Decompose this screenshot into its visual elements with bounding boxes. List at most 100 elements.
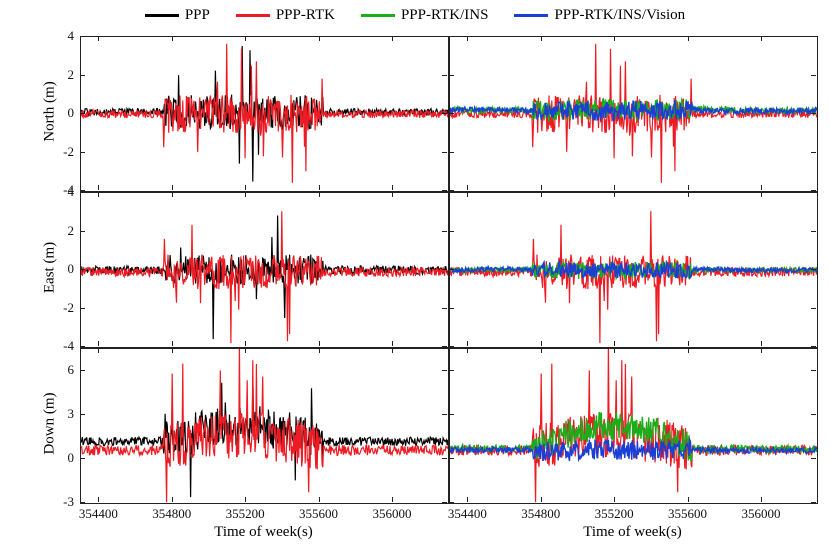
y-tick-label: 6 xyxy=(34,362,74,378)
tick-mark xyxy=(98,341,99,346)
tick-mark xyxy=(811,308,816,309)
tick-mark xyxy=(467,36,468,41)
tick-mark xyxy=(442,414,447,415)
tick-mark xyxy=(442,346,447,347)
x-tick-label: 356000 xyxy=(372,506,411,522)
tick-mark xyxy=(688,36,689,41)
tick-mark xyxy=(811,414,816,415)
tick-mark xyxy=(467,348,468,353)
tick-mark xyxy=(172,497,173,502)
tick-mark xyxy=(392,36,393,41)
tick-mark xyxy=(614,185,615,190)
legend: PPP PPP-RTK PPP-RTK/INS PPP-RTK/INS/Vision xyxy=(0,4,830,26)
tick-mark xyxy=(392,348,393,353)
tick-mark xyxy=(811,502,816,503)
tick-mark xyxy=(449,308,454,309)
tick-mark xyxy=(80,414,85,415)
tick-mark xyxy=(319,348,320,353)
legend-label-2: PPP-RTK/INS xyxy=(401,7,488,24)
tick-mark xyxy=(172,341,173,346)
tick-mark xyxy=(392,192,393,197)
tick-mark xyxy=(449,458,454,459)
series-ppp_rtk xyxy=(81,211,448,343)
tick-mark xyxy=(80,308,85,309)
tick-mark xyxy=(442,192,447,193)
tick-mark xyxy=(98,497,99,502)
tick-mark xyxy=(245,497,246,502)
tick-mark xyxy=(541,192,542,197)
tick-mark xyxy=(392,185,393,190)
tick-mark xyxy=(761,348,762,353)
legend-item-3: PPP-RTK/INS/Vision xyxy=(514,7,685,24)
tick-mark xyxy=(442,231,447,232)
tick-mark xyxy=(449,75,454,76)
panel-plot xyxy=(81,193,448,347)
tick-mark xyxy=(442,190,447,191)
tick-mark xyxy=(811,190,816,191)
legend-swatch-0 xyxy=(145,14,179,17)
tick-mark xyxy=(80,192,85,193)
y-axis-label-row0: North (m) xyxy=(42,72,59,152)
tick-mark xyxy=(80,346,85,347)
tick-mark xyxy=(80,36,85,37)
panel-r1-c1 xyxy=(449,192,818,348)
tick-mark xyxy=(98,348,99,353)
tick-mark xyxy=(614,497,615,502)
tick-mark xyxy=(811,231,816,232)
tick-mark xyxy=(245,341,246,346)
tick-mark xyxy=(688,341,689,346)
series-ppp_rtk xyxy=(450,211,817,343)
tick-mark xyxy=(245,36,246,41)
tick-mark xyxy=(541,348,542,353)
x-axis-label-col0: Time of week(s) xyxy=(204,524,324,541)
tick-mark xyxy=(442,269,447,270)
tick-mark xyxy=(467,185,468,190)
tick-mark xyxy=(449,414,454,415)
x-tick-label: 355200 xyxy=(595,506,634,522)
panel-plot xyxy=(81,349,448,503)
tick-mark xyxy=(319,185,320,190)
tick-mark xyxy=(541,497,542,502)
tick-mark xyxy=(392,341,393,346)
tick-mark xyxy=(442,370,447,371)
tick-mark xyxy=(442,36,447,37)
legend-label-0: PPP xyxy=(185,7,210,24)
legend-swatch-1 xyxy=(236,14,270,17)
tick-mark xyxy=(811,192,816,193)
tick-mark xyxy=(467,341,468,346)
tick-mark xyxy=(80,502,85,503)
tick-mark xyxy=(449,36,454,37)
tick-mark xyxy=(245,192,246,197)
x-tick-label: 355200 xyxy=(226,506,265,522)
tick-mark xyxy=(245,185,246,190)
tick-mark xyxy=(761,341,762,346)
tick-mark xyxy=(449,370,454,371)
tick-mark xyxy=(811,36,816,37)
x-axis-label-col1: Time of week(s) xyxy=(573,524,693,541)
tick-mark xyxy=(98,36,99,41)
x-tick-label: 355600 xyxy=(299,506,338,522)
tick-mark xyxy=(761,497,762,502)
y-tick-label: -4 xyxy=(34,338,74,354)
tick-mark xyxy=(811,269,816,270)
tick-mark xyxy=(449,269,454,270)
tick-mark xyxy=(761,36,762,41)
tick-mark xyxy=(614,36,615,41)
tick-mark xyxy=(541,341,542,346)
tick-mark xyxy=(98,185,99,190)
tick-mark xyxy=(172,348,173,353)
tick-mark xyxy=(442,308,447,309)
tick-mark xyxy=(614,192,615,197)
tick-mark xyxy=(688,497,689,502)
tick-mark xyxy=(467,192,468,197)
tick-mark xyxy=(761,185,762,190)
tick-mark xyxy=(449,190,454,191)
tick-mark xyxy=(449,152,454,153)
tick-mark xyxy=(80,231,85,232)
legend-item-1: PPP-RTK xyxy=(236,7,335,24)
tick-mark xyxy=(614,341,615,346)
tick-mark xyxy=(319,341,320,346)
tick-mark xyxy=(245,348,246,353)
tick-mark xyxy=(449,113,454,114)
panel-r2-c0 xyxy=(80,348,449,504)
